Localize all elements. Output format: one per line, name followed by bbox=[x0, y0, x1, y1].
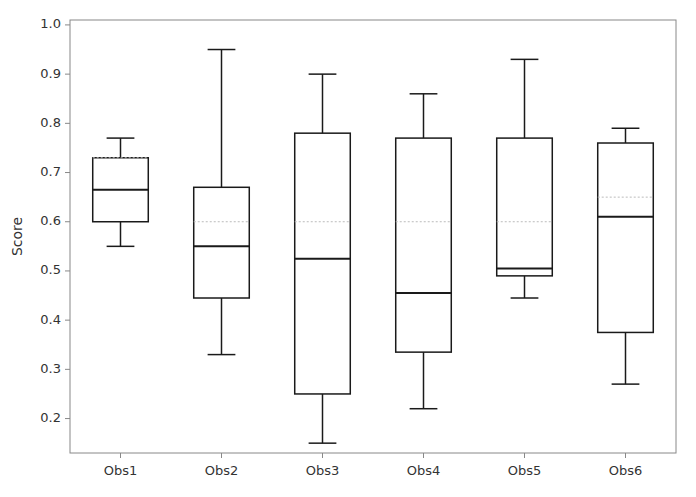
box bbox=[295, 133, 351, 394]
upper-cap bbox=[309, 73, 337, 75]
mean-line bbox=[396, 221, 452, 222]
mean-line bbox=[194, 221, 250, 222]
box-group bbox=[598, 128, 654, 384]
lower-cap bbox=[511, 297, 539, 299]
mean-line bbox=[295, 221, 351, 222]
x-tick-label: Obs3 bbox=[306, 463, 340, 478]
upper-cap bbox=[410, 93, 438, 95]
y-axis-label: Score bbox=[9, 217, 25, 256]
y-tick bbox=[65, 221, 70, 222]
x-tick bbox=[524, 453, 525, 458]
x-tick-label: Obs1 bbox=[104, 463, 138, 478]
lower-cap bbox=[107, 246, 135, 248]
chart-svg: 0.2 0.3 0.4 0.5 0.6 0.7 0.8 0.9 1.0 Score Obs1 Obs2… bbox=[0, 0, 696, 497]
upper-whisker bbox=[423, 94, 425, 138]
box bbox=[194, 187, 250, 298]
y-tick-label: 0.5 bbox=[40, 262, 61, 277]
box-group bbox=[194, 50, 250, 355]
y-tick-label: 0.9 bbox=[40, 66, 61, 81]
box-group bbox=[396, 94, 452, 409]
x-tick-label: Obs4 bbox=[407, 463, 441, 478]
y-tick bbox=[65, 123, 70, 124]
y-tick-label: 0.8 bbox=[40, 115, 61, 130]
y-tick-label: 0.2 bbox=[40, 410, 61, 425]
upper-whisker bbox=[524, 59, 526, 138]
x-tick bbox=[423, 453, 424, 458]
lower-whisker bbox=[524, 276, 526, 298]
x-tick-label: Obs2 bbox=[205, 463, 239, 478]
lower-cap bbox=[612, 383, 640, 385]
upper-whisker bbox=[322, 74, 324, 133]
x-tick bbox=[120, 453, 121, 458]
box bbox=[598, 143, 654, 332]
x-tick-label: Obs6 bbox=[609, 463, 643, 478]
y-tick-label: 1.0 bbox=[40, 16, 61, 31]
median-line bbox=[598, 216, 654, 218]
y-tick-label: 0.4 bbox=[40, 312, 61, 327]
upper-whisker bbox=[625, 128, 627, 143]
x-tick bbox=[625, 453, 626, 458]
x-tick bbox=[221, 453, 222, 458]
lower-cap bbox=[309, 442, 337, 444]
box-group bbox=[93, 138, 149, 246]
mean-line bbox=[93, 157, 149, 158]
box bbox=[396, 138, 452, 352]
x-axis: Obs1 Obs2 Obs3 Obs4 Obs5 Obs6 bbox=[104, 453, 643, 478]
median-line bbox=[194, 245, 250, 247]
y-tick bbox=[65, 369, 70, 370]
y-tick bbox=[65, 418, 70, 419]
mean-line bbox=[497, 221, 553, 222]
y-tick bbox=[65, 24, 70, 25]
y-tick-label: 0.3 bbox=[40, 361, 61, 376]
y-tick-label: 0.6 bbox=[40, 213, 61, 228]
upper-cap bbox=[208, 49, 236, 51]
y-axis: 0.2 0.3 0.4 0.5 0.6 0.7 0.8 0.9 1.0 bbox=[40, 16, 70, 425]
y-tick bbox=[65, 74, 70, 75]
boxes bbox=[93, 50, 654, 444]
y-tick bbox=[65, 320, 70, 321]
upper-cap bbox=[612, 128, 640, 130]
chart-container: 0.2 0.3 0.4 0.5 0.6 0.7 0.8 0.9 1.0 Score Obs1 Obs2… bbox=[0, 0, 696, 497]
y-tick bbox=[65, 270, 70, 271]
y-tick-label: 0.7 bbox=[40, 164, 61, 179]
median-line bbox=[396, 292, 452, 294]
plot-frame bbox=[70, 20, 676, 453]
lower-cap bbox=[208, 354, 236, 356]
box-group bbox=[295, 74, 351, 443]
median-line bbox=[497, 267, 553, 269]
x-tick-label: Obs5 bbox=[508, 463, 542, 478]
lower-whisker bbox=[423, 352, 425, 409]
lower-whisker bbox=[625, 332, 627, 384]
upper-cap bbox=[511, 59, 539, 61]
y-tick bbox=[65, 172, 70, 173]
box bbox=[497, 138, 553, 276]
median-line bbox=[93, 189, 149, 191]
box-group bbox=[497, 59, 553, 298]
lower-whisker bbox=[221, 298, 223, 355]
upper-whisker bbox=[120, 138, 122, 158]
lower-cap bbox=[410, 408, 438, 410]
upper-whisker bbox=[221, 50, 223, 188]
upper-cap bbox=[107, 137, 135, 139]
lower-whisker bbox=[322, 394, 324, 443]
x-tick bbox=[322, 453, 323, 458]
box bbox=[93, 158, 149, 222]
mean-line bbox=[598, 197, 654, 198]
lower-whisker bbox=[120, 222, 122, 247]
median-line bbox=[295, 258, 351, 260]
